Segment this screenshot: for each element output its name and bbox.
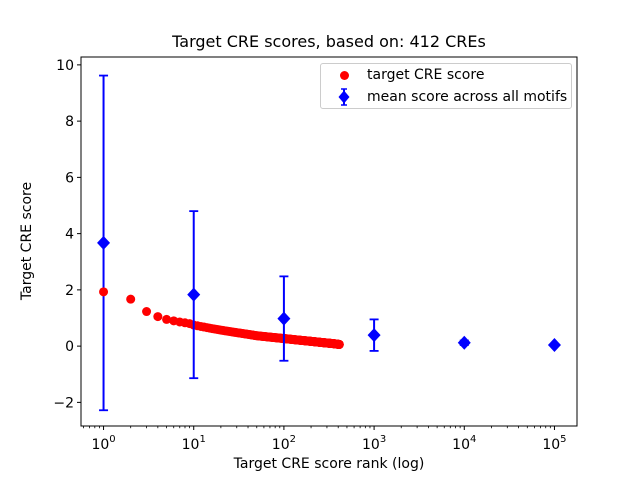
legend-marker-cell xyxy=(321,87,367,107)
red-scatter-point xyxy=(99,287,109,297)
mean-diamond-marker xyxy=(457,335,471,350)
y-axis-label: Target CRE score xyxy=(19,181,35,301)
red-scatter-point xyxy=(142,307,152,317)
mean-diamond-marker xyxy=(367,328,381,343)
y-tick-label: 0 xyxy=(65,339,74,355)
legend-item-label: mean score across all motifs xyxy=(367,89,568,105)
y-tick-label: −2 xyxy=(53,395,74,411)
blue-diamond-errorbar-icon xyxy=(338,88,350,106)
red-scatter-point xyxy=(153,312,163,322)
red-scatter-point xyxy=(126,294,136,304)
legend-item-mean-score: mean score across all motifs xyxy=(321,87,571,107)
x-tick-label: 104 xyxy=(452,434,476,453)
chart-title: Target CRE scores, based on: 412 CREs xyxy=(172,32,486,51)
y-tick-label: 2 xyxy=(65,283,74,299)
y-tick-label: 6 xyxy=(65,170,74,186)
x-tick-label: 105 xyxy=(542,434,566,453)
x-axis-label: Target CRE score rank (log) xyxy=(233,456,425,472)
legend: target CRE score mean score across all m… xyxy=(320,63,572,109)
x-tick-label: 102 xyxy=(272,434,296,453)
red-scatter-point xyxy=(162,314,172,324)
y-tick-label: 4 xyxy=(65,227,74,243)
x-tick-label: 103 xyxy=(362,434,386,453)
legend-item-target-score: target CRE score xyxy=(321,65,571,85)
legend-marker-cell xyxy=(321,70,367,80)
plot-frame xyxy=(80,56,578,427)
x-tick-label: 101 xyxy=(182,434,206,453)
x-tick-label: 100 xyxy=(91,434,115,453)
legend-item-label: target CRE score xyxy=(367,67,485,83)
mean-diamond-marker xyxy=(97,235,111,250)
mean-diamond-marker xyxy=(187,287,201,302)
y-tick-label: 8 xyxy=(65,114,74,130)
y-tick-label: 10 xyxy=(56,58,74,74)
red-scatter-point xyxy=(334,339,344,349)
mean-diamond-marker xyxy=(277,311,291,326)
red-circle-marker-icon xyxy=(339,70,349,80)
mean-diamond-marker xyxy=(547,338,561,352)
